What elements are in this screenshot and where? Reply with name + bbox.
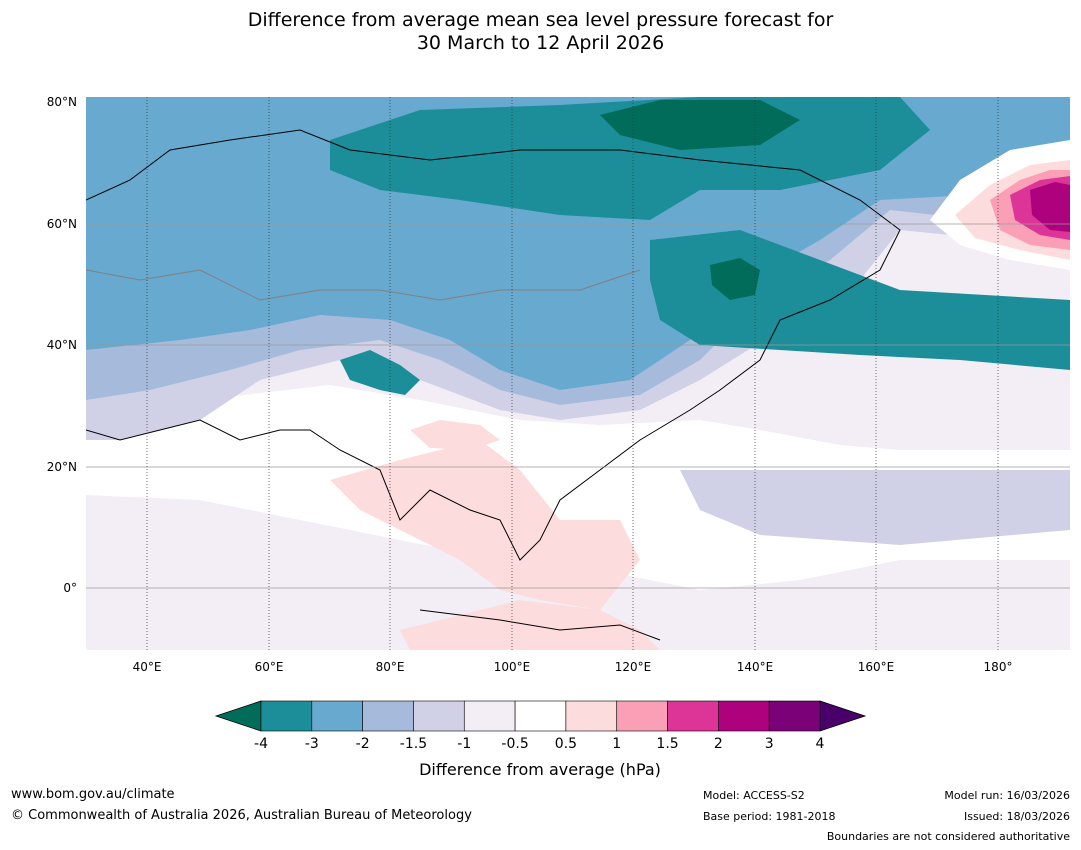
- lat-label: 80°N: [47, 95, 77, 109]
- colorbar-bin: [667, 700, 719, 732]
- coastline-indonesia: [419, 609, 661, 641]
- latitude-labels: 80°N 60°N 40°N 20°N 0°: [47, 95, 77, 595]
- colorbar-bin: [463, 700, 516, 732]
- lon-label: 100°E: [494, 660, 531, 674]
- colorbar-over-arrow: [819, 700, 867, 732]
- colorbar-tick-label: -0.5: [501, 736, 528, 752]
- positive-anomaly-tropics: [330, 440, 640, 610]
- footer-base-period: Base period: 1981-2018: [703, 810, 836, 823]
- colorbar: -4 -3 -2 -1.5 -1 -0.5 0.5 1 1.5 2 3 4 Difference fr…: [214, 700, 867, 779]
- latitude-gridlines: [86, 223, 1070, 589]
- colorbar-bin: [616, 700, 668, 732]
- lon-label: 120°E: [615, 660, 652, 674]
- colorbar-bin: [413, 700, 465, 732]
- coastline: [86, 129, 901, 561]
- colorbar-tick-label: 0.5: [555, 736, 577, 752]
- footer-disclaimer: Boundaries are not considered authoritat…: [826, 830, 1070, 843]
- colorbar-tick-label: 1: [612, 736, 621, 752]
- colorbar-bin: [718, 700, 770, 732]
- anomaly-below-minus-4-manchuria: [710, 258, 760, 300]
- colorbar-bin: [311, 700, 363, 732]
- colorbar-bin: [768, 700, 821, 732]
- country-boundaries: [86, 269, 641, 301]
- footer-model: Model: ACCESS-S2: [703, 789, 805, 802]
- colorbar-tick-label: 3: [765, 736, 774, 752]
- colorbar-tick-label: 2: [714, 736, 723, 752]
- colorbar-tick-label: -3: [305, 736, 319, 752]
- colorbar-under-arrow: [214, 700, 262, 732]
- longitude-gridlines: [146, 97, 999, 650]
- colorbar-tick-label: -1: [457, 736, 471, 752]
- lat-label: 0°: [63, 581, 77, 595]
- lat-label: 20°N: [47, 460, 77, 474]
- title-line-2: 30 March to 12 April 2026: [416, 32, 665, 54]
- colorbar-tick-label: -2: [356, 736, 370, 752]
- lon-label: 180°: [984, 660, 1013, 674]
- anomaly-minus-4-tibet: [340, 350, 420, 395]
- lon-label: 140°E: [737, 660, 774, 674]
- footer-issued: Issued: 18/03/2026: [963, 810, 1070, 823]
- lon-label: 80°E: [376, 660, 405, 674]
- map-title: Difference from average mean sea level p…: [0, 9, 1081, 55]
- footer-copyright: © Commonwealth of Australia 2026, Austra…: [11, 808, 472, 823]
- colorbar-bin: [514, 700, 567, 732]
- colorbar-tick-label: 4: [816, 736, 825, 752]
- lon-label: 40°E: [133, 660, 162, 674]
- colorbar-tick-label: -4: [254, 736, 268, 752]
- longitude-labels: 40°E 60°E 80°E 100°E 120°E 140°E 160°E 1…: [133, 660, 1013, 674]
- colorbar-tick-label: -1.5: [400, 736, 427, 752]
- anomaly-plus-2: [1030, 182, 1070, 232]
- anomaly-below-minus-4-arctic: [600, 100, 800, 150]
- pressure-anomaly-field: [86, 97, 1070, 650]
- lat-label: 40°N: [47, 338, 77, 352]
- footer-model-run: Model run: 16/03/2026: [944, 789, 1070, 802]
- positive-anomaly-tibet: [410, 420, 500, 450]
- colorbar-bin: [565, 700, 618, 732]
- colorbar-bin: [362, 700, 414, 732]
- colorbar-tick-label: 1.5: [656, 736, 678, 752]
- colorbar-bin: [260, 700, 313, 732]
- lon-label: 160°E: [858, 660, 895, 674]
- footer-website[interactable]: www.bom.gov.au/climate: [11, 787, 175, 802]
- anomaly-minus-1.5-pacific: [680, 470, 1070, 545]
- lat-label: 60°N: [47, 217, 77, 231]
- title-line-1: Difference from average mean sea level p…: [247, 9, 834, 31]
- colorbar-title: Difference from average (hPa): [419, 760, 661, 779]
- lon-label: 60°E: [255, 660, 284, 674]
